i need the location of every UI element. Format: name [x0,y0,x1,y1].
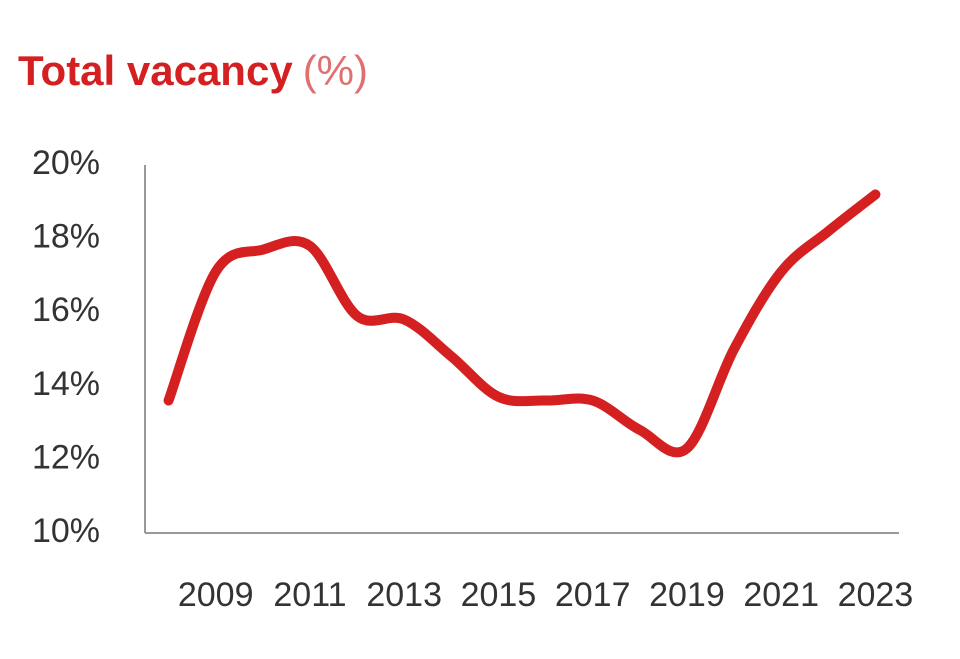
x-tick-label: 2023 [838,576,914,614]
y-tick-label: 10% [32,512,100,550]
y-tick-label: 20% [32,144,100,182]
x-tick-label: 2017 [555,576,631,614]
y-tick-label: 16% [32,291,100,329]
x-tick-label: 2019 [649,576,725,614]
x-tick-label: 2021 [743,576,819,614]
y-tick-label: 12% [32,438,100,476]
data-line [163,189,881,458]
y-tick-label: 18% [32,218,100,256]
x-tick-label: 2009 [178,576,254,614]
x-tick-label: 2011 [273,576,346,614]
title-text: Total vacancy [18,47,293,94]
chart-title: Total vacancy (%) [18,47,368,94]
y-tick-label: 14% [32,365,100,403]
x-tick-label: 2013 [366,576,442,614]
x-tick-label: 2015 [461,576,537,614]
title-unit: (%) [303,47,368,94]
